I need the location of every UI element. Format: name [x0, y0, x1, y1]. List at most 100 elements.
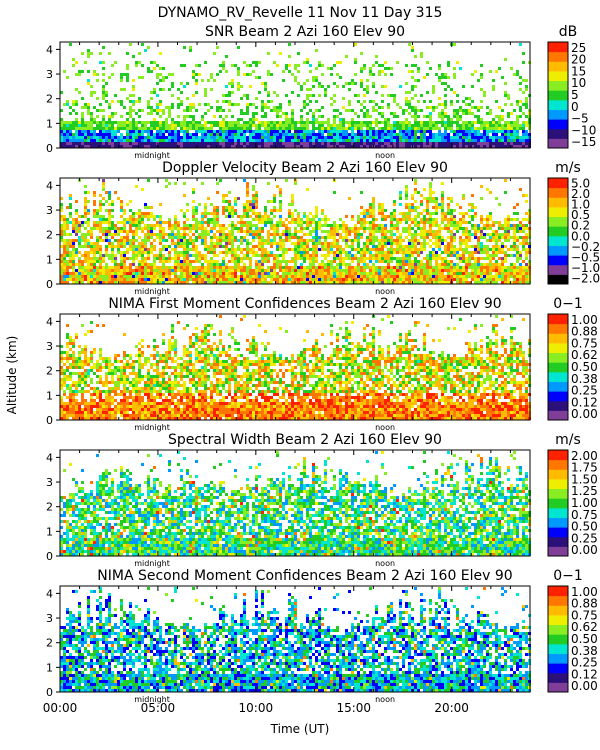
colorbar-tick-label: 0.25 [571, 656, 598, 670]
colorbar-tick-label: 20 [571, 53, 586, 67]
colorbar-segment [548, 595, 568, 606]
y-tick-label: 3 [46, 476, 53, 489]
colorbar-tick-label: 25 [571, 41, 586, 55]
colorbar-segment [548, 128, 568, 139]
colorbar-tick-label: 0.25 [571, 384, 598, 398]
colorbar-segment [548, 488, 568, 499]
colorbar-unit: 0−1 [553, 568, 583, 584]
panel-title: Spectral Width Beam 2 Azi 160 Elev 90 [168, 432, 442, 448]
marker-noon: noon [375, 287, 395, 296]
colorbar-tick-label: 1.25 [571, 484, 598, 498]
marker-midnight: midnight [134, 695, 170, 704]
colorbar-tick-label: 0.38 [571, 372, 598, 386]
colorbar-segment [548, 109, 568, 120]
colorbar-segment [548, 517, 568, 528]
colorbar-segment [548, 245, 568, 256]
colorbar-segment [548, 99, 568, 110]
colorbar-tick-label: −15 [571, 135, 596, 149]
colorbar-unit: dB [559, 24, 578, 40]
colorbar-segment [548, 459, 568, 470]
colorbar-segment [548, 381, 568, 392]
colorbar-frame [547, 41, 569, 149]
colorbar-segment [548, 197, 568, 208]
colorbar-tick-label: 5.0 [571, 176, 590, 190]
marker-noon: noon [375, 151, 395, 160]
x-tick-label: 20:00 [434, 701, 469, 715]
y-tick-label: 3 [46, 204, 53, 217]
colorbar-segment [548, 314, 568, 325]
y-tick-label: 4 [46, 43, 53, 56]
colorbar-segment [548, 42, 568, 53]
colorbar-tick-label: 0.00 [571, 679, 598, 693]
colorbar-tick-label: 0.00 [571, 543, 598, 557]
colorbar-segment [548, 391, 568, 402]
colorbar-segment [548, 235, 568, 246]
colorbar-tick-label: 1.00 [571, 496, 598, 510]
colorbar-segment [548, 323, 568, 334]
colorbar-segment [548, 643, 568, 654]
y-tick-label: 2 [46, 365, 53, 378]
panel-2: Doppler Velocity Beam 2 Azi 160 Elev 90 m… [46, 160, 600, 296]
colorbar-segment [548, 70, 568, 82]
colorbar-segment [548, 226, 568, 237]
colorbar-segment [548, 450, 568, 461]
heatmap-cells [60, 587, 531, 692]
colorbar: 1.000.880.750.620.500.380.250.120.00 [547, 585, 598, 693]
colorbar-segment [548, 478, 568, 490]
colorbar-tick-label: 1.50 [571, 472, 598, 486]
colorbar-segment [548, 605, 568, 616]
marker-midnight: midnight [134, 151, 170, 160]
y-tick-label: 4 [46, 179, 53, 192]
colorbar-tick-label: 0.88 [571, 597, 598, 611]
colorbar-tick-label: 0.2 [571, 219, 590, 233]
colorbar-tick-label: 0.00 [571, 407, 598, 421]
y-tick-label: 1 [46, 117, 53, 130]
colorbar-frame [547, 449, 569, 557]
colorbar-tick-label: 0.75 [571, 336, 598, 350]
y-tick-label: 0 [46, 142, 53, 155]
marker-noon: noon [375, 695, 395, 704]
colorbar-tick-label: 0.62 [571, 348, 598, 362]
colorbar-segment [548, 206, 568, 218]
y-tick-label: 2 [46, 501, 53, 514]
colorbar-segment [548, 672, 568, 683]
heatmap-cells [60, 179, 531, 284]
colorbar-unit: m/s [555, 432, 581, 448]
figure-title: DYNAMO_RV_Revelle 11 Nov 11 Day 315 [158, 5, 443, 21]
y-tick-label: 1 [46, 661, 53, 674]
y-tick-label: 0 [46, 278, 53, 291]
y-tick-label: 1 [46, 253, 53, 266]
colorbar: 1.000.880.750.620.500.380.250.120.00 [547, 313, 598, 421]
y-axis-label: Altitude (km) [5, 336, 19, 415]
colorbar-segment [548, 469, 568, 480]
colorbar-segment [548, 614, 568, 626]
colorbar-segment [548, 507, 568, 518]
colorbar-frame [547, 177, 569, 285]
marker-noon: noon [375, 559, 395, 568]
colorbar-tick-label: 10 [571, 76, 586, 90]
y-tick-label: 2 [46, 229, 53, 242]
colorbar-segment [548, 527, 568, 538]
panel-title: NIMA First Moment Confidences Beam 2 Azi… [108, 296, 501, 312]
colorbar-segment [548, 80, 568, 91]
colorbar-tick-label: −0.2 [571, 240, 600, 254]
y-tick-label: 3 [46, 340, 53, 353]
panel-1: SNR Beam 2 Azi 160 Elev 90 dB 0 1 2 3 4 midnigh… [46, 24, 596, 160]
colorbar-segment [548, 536, 568, 547]
colorbar-segment [548, 498, 568, 509]
colorbar-segment [548, 51, 568, 62]
colorbar-unit: 0−1 [553, 296, 583, 312]
heatmap-cells [60, 451, 531, 556]
marker-noon: noon [375, 423, 395, 432]
colorbar-tick-label: 1.00 [571, 585, 598, 599]
colorbar-segment [548, 362, 568, 373]
colorbar-segment [548, 400, 568, 411]
y-tick-label: 3 [46, 612, 53, 625]
colorbar-tick-label: 0.25 [571, 531, 598, 545]
colorbar-tick-label: −10 [571, 123, 596, 137]
colorbar-segment [548, 178, 568, 189]
colorbar-tick-label: 0.75 [571, 608, 598, 622]
colorbar-segment [548, 371, 568, 382]
